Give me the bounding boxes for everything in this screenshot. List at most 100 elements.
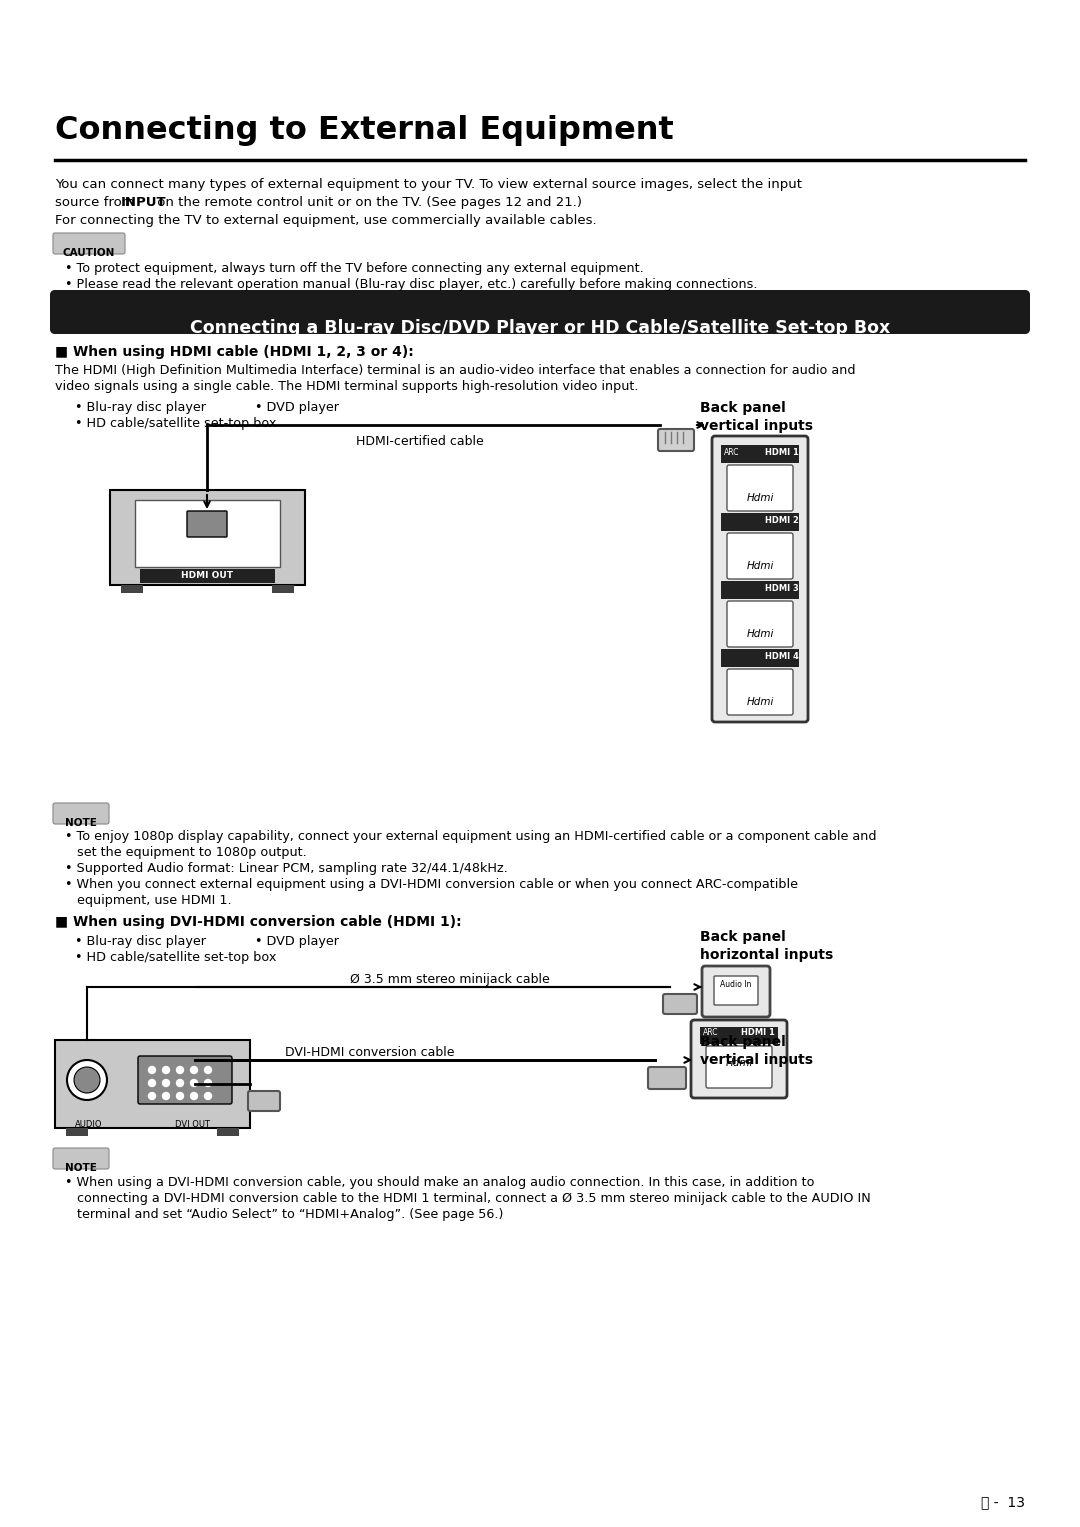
Bar [217,1128,239,1136]
FancyBboxPatch shape [727,533,793,579]
FancyBboxPatch shape [50,290,1030,334]
FancyBboxPatch shape [53,1148,109,1170]
Text: HDMI-certified cable: HDMI-certified cable [356,435,484,447]
Text: ■ When using HDMI cable (HDMI 1, 2, 3 or 4):: ■ When using HDMI cable (HDMI 1, 2, 3 or… [55,345,414,359]
Bar [721,649,799,667]
Text: HDMI 2: HDMI 2 [765,516,799,525]
Bar [721,444,799,463]
Text: For connecting the TV to external equipment, use commercially available cables.: For connecting the TV to external equipm… [55,214,596,228]
Circle shape [190,1092,198,1099]
Circle shape [149,1066,156,1073]
FancyBboxPatch shape [702,967,770,1017]
Text: Back panel: Back panel [700,1035,786,1049]
Text: on the remote control unit or on the TV. (See pages 12 and 21.): on the remote control unit or on the TV.… [152,195,582,209]
Circle shape [176,1080,184,1087]
Text: Hdmi: Hdmi [746,493,773,502]
Circle shape [190,1080,198,1087]
Text: source from: source from [55,195,139,209]
Text: ■ When using DVI-HDMI conversion cable (HDMI 1):: ■ When using DVI-HDMI conversion cable (… [55,915,461,928]
Text: • To enjoy 1080p display capability, connect your external equipment using an HD: • To enjoy 1080p display capability, con… [65,831,877,843]
Text: HDMI 1: HDMI 1 [765,447,799,457]
Text: connecting a DVI-HDMI conversion cable to the HDMI 1 terminal, connect a Ø 3.5 m: connecting a DVI-HDMI conversion cable t… [77,1193,870,1205]
Text: INPUT: INPUT [121,195,167,209]
Circle shape [204,1066,212,1073]
FancyBboxPatch shape [712,437,808,722]
FancyBboxPatch shape [55,1040,249,1128]
FancyBboxPatch shape [691,1020,787,1098]
Circle shape [190,1066,198,1073]
Circle shape [75,1067,100,1093]
Text: ARC: ARC [703,1028,718,1037]
Text: Ø 3.5 mm stereo minijack cable: Ø 3.5 mm stereo minijack cable [350,973,550,986]
Circle shape [149,1080,156,1087]
Text: Hdmi: Hdmi [746,560,773,571]
Text: • When using a DVI-HDMI conversion cable, you should make an analog audio connec: • When using a DVI-HDMI conversion cable… [65,1176,814,1190]
Circle shape [149,1092,156,1099]
Text: Back panel: Back panel [700,930,786,944]
Text: Connecting to External Equipment: Connecting to External Equipment [55,115,674,147]
FancyBboxPatch shape [648,1067,686,1089]
Text: vertical inputs: vertical inputs [700,418,813,434]
FancyBboxPatch shape [727,466,793,512]
Bar [700,1028,778,1044]
Text: You can connect many types of external equipment to your TV. To view external so: You can connect many types of external e… [55,179,802,191]
Text: • HD cable/satellite set-top box: • HD cable/satellite set-top box [75,951,276,964]
Text: set the equipment to 1080p output.: set the equipment to 1080p output. [77,846,307,860]
Text: ⓔ -  13: ⓔ - 13 [981,1495,1025,1509]
FancyBboxPatch shape [110,490,305,585]
Text: vertical inputs: vertical inputs [700,1054,813,1067]
Text: NOTE: NOTE [65,818,97,828]
Text: ARC: ARC [724,447,740,457]
Text: AUDIO: AUDIO [75,1119,103,1128]
Text: Audio In: Audio In [720,980,752,989]
Text: Back panel: Back panel [700,402,786,415]
Text: • Please read the relevant operation manual (Blu-ray disc player, etc.) carefull: • Please read the relevant operation man… [65,278,757,292]
Text: CAUTION: CAUTION [63,247,116,258]
Text: equipment, use HDMI 1.: equipment, use HDMI 1. [77,893,231,907]
Text: Hdmi: Hdmi [726,1058,753,1067]
Bar [121,585,143,592]
Circle shape [176,1092,184,1099]
Text: The HDMI (High Definition Multimedia Interface) terminal is an audio-video inter: The HDMI (High Definition Multimedia Int… [55,363,855,377]
Text: HDMI OUT: HDMI OUT [181,571,233,580]
Text: DVI-HDMI conversion cable: DVI-HDMI conversion cable [285,1046,455,1060]
Text: DVI OUT: DVI OUT [175,1119,210,1128]
Text: HDMI 4: HDMI 4 [765,652,799,661]
Circle shape [67,1060,107,1099]
Circle shape [204,1080,212,1087]
Text: • Supported Audio format: Linear PCM, sampling rate 32/44.1/48kHz.: • Supported Audio format: Linear PCM, sa… [65,863,508,875]
FancyBboxPatch shape [727,602,793,647]
Text: • Blu-ray disc player: • Blu-ray disc player [75,402,206,414]
Text: Connecting a Blu-ray Disc/DVD Player or HD Cable/Satellite Set-top Box: Connecting a Blu-ray Disc/DVD Player or … [190,319,890,337]
FancyBboxPatch shape [658,429,694,450]
Text: • DVD player: • DVD player [255,935,339,948]
Text: terminal and set “Audio Select” to “HDMI+Analog”. (See page 56.): terminal and set “Audio Select” to “HDMI… [77,1208,503,1222]
FancyBboxPatch shape [714,976,758,1005]
Text: horizontal inputs: horizontal inputs [700,948,834,962]
FancyBboxPatch shape [187,512,227,538]
Text: video signals using a single cable. The HDMI terminal supports high-resolution v: video signals using a single cable. The … [55,380,638,392]
FancyBboxPatch shape [727,669,793,715]
Circle shape [162,1080,170,1087]
Bar [140,570,275,583]
Text: • When you connect external equipment using a DVI-HDMI conversion cable or when : • When you connect external equipment us… [65,878,798,890]
Text: Hdmi: Hdmi [746,629,773,638]
Bar [721,580,799,599]
Circle shape [162,1066,170,1073]
Circle shape [162,1092,170,1099]
Bar [66,1128,87,1136]
FancyBboxPatch shape [53,803,109,825]
Text: • DVD player: • DVD player [255,402,339,414]
Circle shape [176,1066,184,1073]
FancyBboxPatch shape [248,1090,280,1112]
FancyBboxPatch shape [135,499,280,567]
Bar [272,585,294,592]
FancyBboxPatch shape [138,1057,232,1104]
Text: • Blu-ray disc player: • Blu-ray disc player [75,935,206,948]
Circle shape [204,1092,212,1099]
FancyBboxPatch shape [706,1046,772,1089]
Text: • To protect equipment, always turn off the TV before connecting any external eq: • To protect equipment, always turn off … [65,263,644,275]
Bar [721,513,799,531]
Text: • HD cable/satellite set-top box: • HD cable/satellite set-top box [75,417,276,431]
FancyBboxPatch shape [663,994,697,1014]
